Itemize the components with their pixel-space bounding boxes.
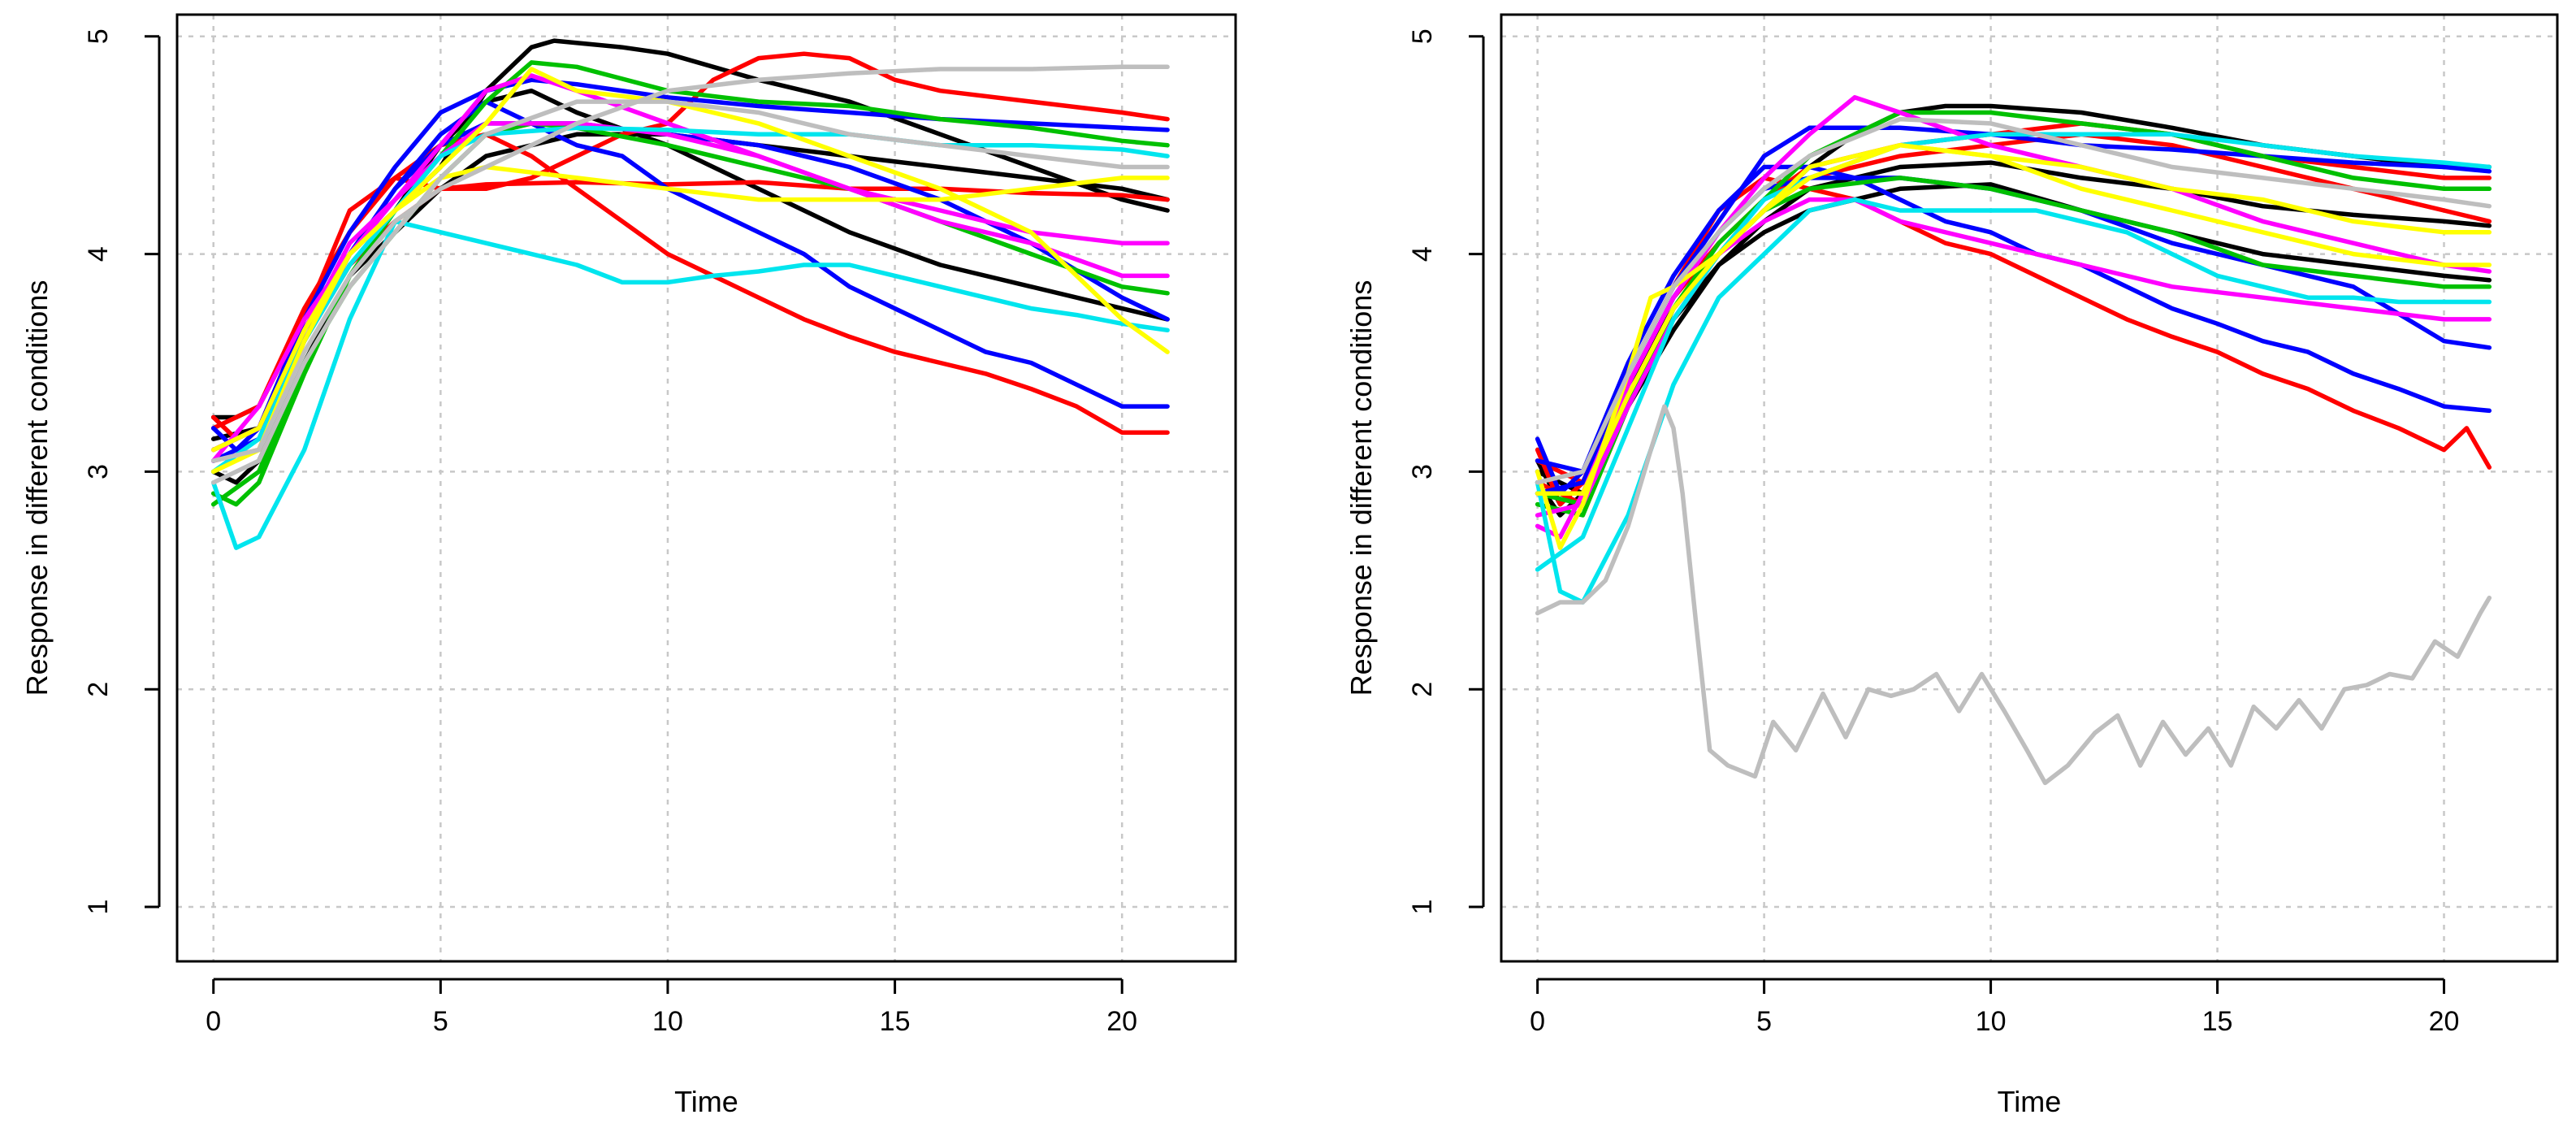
- right-series-blue-1: [1535, 164, 2492, 496]
- right-x-tick-label: 10: [1976, 1006, 2007, 1037]
- right-series-red-1: [1535, 176, 2492, 507]
- right-y-tick-label: 4: [1407, 246, 1438, 262]
- left-x-tick-label: 20: [1106, 1006, 1137, 1037]
- left-series-green-1: [210, 60, 1170, 507]
- right-y-tick-label: 5: [1407, 28, 1438, 44]
- right-series-gray-1: [1535, 404, 2492, 786]
- left-series-green-2: [210, 121, 1170, 507]
- right-x-tick-label: 20: [2429, 1006, 2460, 1037]
- left-series-cyan-1: [210, 219, 1170, 550]
- left-series-gray-1: [210, 64, 1170, 463]
- left-y-tick-label: 3: [83, 464, 114, 479]
- left-series-blue-3: [210, 121, 1170, 463]
- right-x-tick-label: 0: [1530, 1006, 1545, 1037]
- left-x-tick-label: 5: [433, 1006, 448, 1037]
- right-y-axis-title: Response in different conditions: [1344, 280, 1378, 696]
- right-chart-panel: 0 5 10 15 20 1 2 3 4 5 Time Response in different c…: [1344, 13, 2559, 1118]
- left-y-tick-label: 1: [83, 900, 114, 915]
- right-series-cyan-1: [1535, 197, 2492, 605]
- left-chart-panel: 0 5 10 15 20 1 2 3 4 5 Time Response in different c…: [20, 13, 1237, 1118]
- left-series-yellow-1: [210, 67, 1170, 475]
- right-series-magenta-2: [1535, 197, 2492, 518]
- right-x-tick-label: 5: [1756, 1006, 1772, 1037]
- left-series-gray-2: [210, 99, 1170, 485]
- right-plot-frame: [1500, 13, 2559, 963]
- left-y-tick-label: 4: [83, 246, 114, 262]
- left-series-yellow-2: [210, 164, 1170, 453]
- left-plot-frame: [175, 13, 1237, 963]
- right-series-blue-3: [1535, 176, 2492, 496]
- left-series-red-2: [210, 132, 1170, 435]
- left-x-tick-label: 15: [880, 1006, 911, 1037]
- left-series-magenta-2: [210, 121, 1170, 453]
- right-series-cyan-2: [1535, 132, 2492, 572]
- right-x-axis-title: Time: [1998, 1085, 2062, 1118]
- right-series-yellow-2: [1535, 142, 2492, 496]
- left-y-axis-title: Response in different conditions: [20, 280, 54, 696]
- left-y-tick-label: 2: [83, 682, 114, 697]
- left-x-tick-label: 0: [206, 1006, 221, 1037]
- right-y-tick-label: 3: [1407, 464, 1438, 479]
- right-y-tick-label: 1: [1407, 900, 1438, 915]
- right-x-tick-label: 15: [2202, 1006, 2233, 1037]
- left-x-axis-title: Time: [674, 1085, 738, 1118]
- right-series-black-3: [1535, 182, 2492, 496]
- right-series-yellow-1: [1535, 142, 2492, 550]
- left-y-tick-label: 5: [83, 28, 114, 44]
- right-series-gray-2: [1535, 116, 2492, 485]
- left-x-tick-label: 10: [652, 1006, 683, 1037]
- right-y-tick-label: 2: [1407, 682, 1438, 697]
